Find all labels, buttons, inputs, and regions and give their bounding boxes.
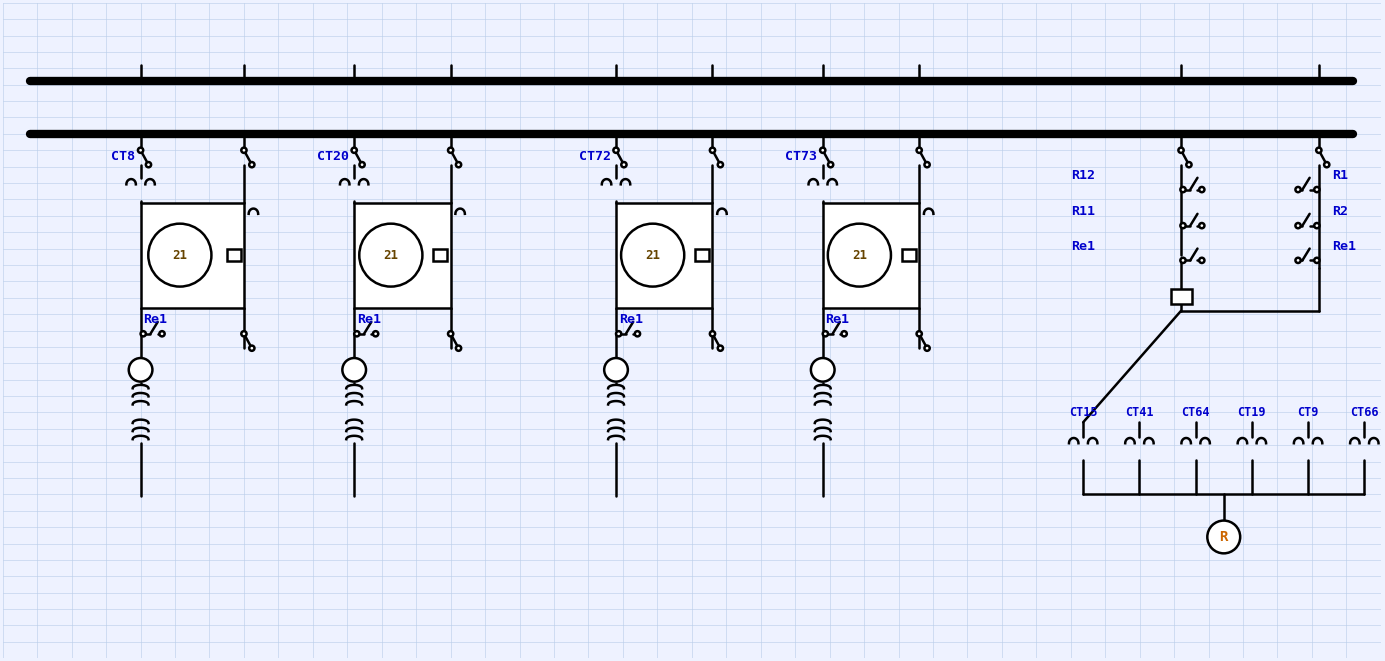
Ellipse shape bbox=[249, 162, 255, 167]
Text: CT8: CT8 bbox=[111, 150, 136, 163]
Ellipse shape bbox=[823, 331, 828, 336]
Ellipse shape bbox=[241, 331, 247, 336]
Text: 21: 21 bbox=[172, 249, 187, 262]
Ellipse shape bbox=[373, 331, 378, 336]
Text: CT20: CT20 bbox=[317, 150, 349, 163]
Bar bbox=[616, 203, 712, 307]
Bar bbox=[355, 203, 450, 307]
Ellipse shape bbox=[148, 223, 212, 287]
Text: R: R bbox=[1220, 530, 1228, 544]
Ellipse shape bbox=[342, 358, 366, 381]
Ellipse shape bbox=[1295, 223, 1301, 228]
Ellipse shape bbox=[1187, 162, 1191, 167]
Ellipse shape bbox=[711, 147, 715, 153]
Ellipse shape bbox=[1295, 187, 1301, 192]
Bar bbox=[1170, 290, 1191, 303]
Bar bbox=[695, 249, 709, 261]
Text: Re1: Re1 bbox=[143, 313, 168, 326]
Text: Re1: Re1 bbox=[1071, 239, 1094, 253]
Ellipse shape bbox=[1180, 187, 1186, 192]
Ellipse shape bbox=[1208, 521, 1240, 553]
Text: Re1: Re1 bbox=[1332, 239, 1357, 253]
Ellipse shape bbox=[917, 147, 922, 153]
Ellipse shape bbox=[447, 331, 453, 336]
Ellipse shape bbox=[634, 331, 640, 336]
Bar bbox=[823, 203, 920, 307]
Ellipse shape bbox=[614, 147, 619, 153]
Ellipse shape bbox=[820, 147, 825, 153]
Text: 21: 21 bbox=[384, 249, 399, 262]
Ellipse shape bbox=[241, 147, 247, 153]
Ellipse shape bbox=[352, 147, 357, 153]
Text: Re1: Re1 bbox=[825, 313, 849, 326]
Ellipse shape bbox=[1314, 187, 1320, 192]
Text: CT64: CT64 bbox=[1181, 406, 1210, 419]
Text: CT73: CT73 bbox=[785, 150, 817, 163]
Ellipse shape bbox=[924, 162, 929, 167]
Ellipse shape bbox=[249, 346, 255, 351]
Ellipse shape bbox=[1316, 147, 1321, 153]
Ellipse shape bbox=[129, 358, 152, 381]
Ellipse shape bbox=[447, 147, 453, 153]
Ellipse shape bbox=[917, 331, 922, 336]
Ellipse shape bbox=[141, 331, 145, 336]
Ellipse shape bbox=[456, 346, 461, 351]
Ellipse shape bbox=[1314, 258, 1320, 263]
Text: R1: R1 bbox=[1332, 169, 1349, 182]
Ellipse shape bbox=[1199, 258, 1205, 263]
Ellipse shape bbox=[717, 162, 723, 167]
Ellipse shape bbox=[924, 346, 929, 351]
Ellipse shape bbox=[604, 358, 627, 381]
Ellipse shape bbox=[1179, 147, 1184, 153]
Bar bbox=[902, 249, 915, 261]
Text: Re1: Re1 bbox=[619, 313, 643, 326]
Ellipse shape bbox=[828, 162, 834, 167]
Text: CT19: CT19 bbox=[1238, 406, 1266, 419]
Text: 21: 21 bbox=[645, 249, 661, 262]
Ellipse shape bbox=[810, 358, 835, 381]
Ellipse shape bbox=[828, 223, 891, 287]
Ellipse shape bbox=[359, 223, 422, 287]
Ellipse shape bbox=[355, 331, 360, 336]
Ellipse shape bbox=[1180, 223, 1186, 228]
Ellipse shape bbox=[1180, 258, 1186, 263]
Ellipse shape bbox=[360, 162, 364, 167]
Bar bbox=[141, 203, 244, 307]
Ellipse shape bbox=[711, 331, 715, 336]
Ellipse shape bbox=[616, 331, 622, 336]
Ellipse shape bbox=[456, 162, 461, 167]
Ellipse shape bbox=[159, 331, 165, 336]
Ellipse shape bbox=[842, 331, 846, 336]
Text: 21: 21 bbox=[852, 249, 867, 262]
Ellipse shape bbox=[1295, 258, 1301, 263]
Text: CT66: CT66 bbox=[1350, 406, 1378, 419]
Ellipse shape bbox=[1314, 223, 1320, 228]
Bar bbox=[434, 249, 447, 261]
Text: R11: R11 bbox=[1071, 205, 1094, 217]
Ellipse shape bbox=[1199, 187, 1205, 192]
Text: R12: R12 bbox=[1071, 169, 1094, 182]
Text: CT41: CT41 bbox=[1125, 406, 1154, 419]
Ellipse shape bbox=[138, 147, 143, 153]
Ellipse shape bbox=[145, 162, 151, 167]
Ellipse shape bbox=[1199, 223, 1205, 228]
Text: CT9: CT9 bbox=[1298, 406, 1319, 419]
Ellipse shape bbox=[1324, 162, 1330, 167]
Ellipse shape bbox=[717, 346, 723, 351]
Bar bbox=[227, 249, 241, 261]
Text: Re1: Re1 bbox=[357, 313, 381, 326]
Text: CT15: CT15 bbox=[1069, 406, 1097, 419]
Text: R2: R2 bbox=[1332, 205, 1349, 217]
Ellipse shape bbox=[622, 162, 626, 167]
Ellipse shape bbox=[620, 223, 684, 287]
Text: CT72: CT72 bbox=[579, 150, 611, 163]
